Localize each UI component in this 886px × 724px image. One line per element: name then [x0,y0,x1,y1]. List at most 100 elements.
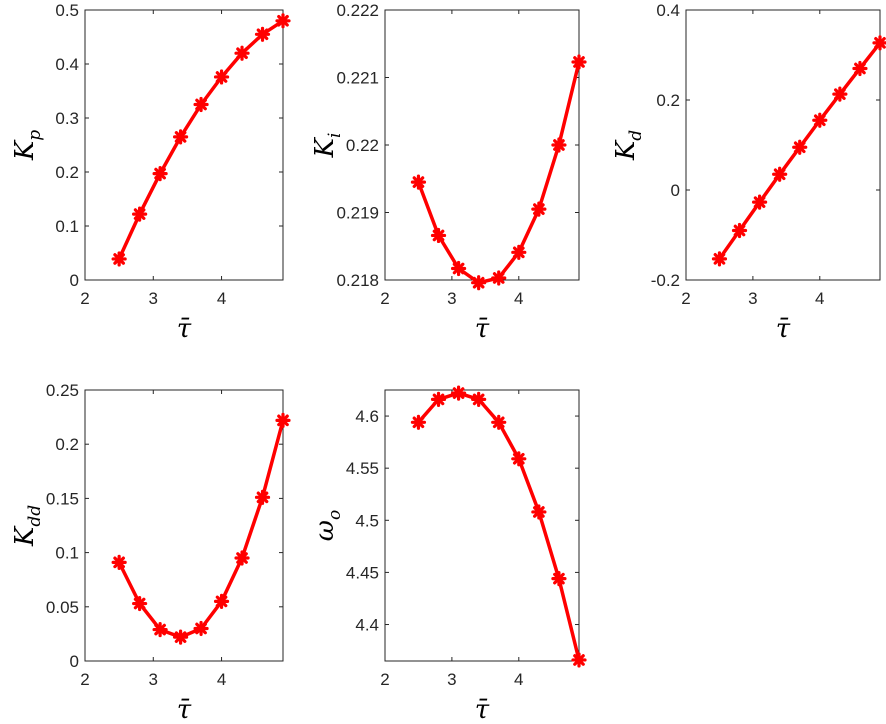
chart-5-x-tick-label: 3 [447,670,456,689]
chart-5-series-line [417,391,581,661]
chart-4-data-point [275,412,291,428]
chart-5-y-axis-label: ωo [310,510,345,541]
chart-1-x-tick-label: 4 [217,289,226,308]
chart-4-data-point [111,554,127,570]
chart-3-data-point [852,60,868,77]
chart-1-series-line [117,19,284,260]
chart-4-data-point [152,621,168,638]
chart-3-data-point [872,35,886,51]
chart-1-y-tick-label: 0.1 [55,217,79,236]
chart-2-data-point [531,201,547,217]
chart-5-y-tick-label: 4.5 [355,511,379,530]
chart-2-data-point [511,244,527,260]
chart-1-y-tick-label: 0 [70,271,79,290]
chart-1-x-axis-label: τ̄ [177,314,192,344]
chart-1-data-point [111,251,127,267]
chart-2: 2 3 4 0.218 0.219 0.22 0.221 0.222 τ̄ Ki [310,1,587,344]
chart-3-y-tick-label: -0.2 [651,271,680,290]
chart-5-data-point [491,414,507,430]
chart-1-x-tick-label: 3 [149,289,158,308]
chart-1-y-tick-label: 0.5 [55,1,79,20]
chart-5-y-tick-label: 4.4 [355,616,379,635]
chart-4-y-tick-label: 0.05 [46,598,79,617]
chart-3-data-point [832,86,848,102]
chart-5-x-tick-label: 2 [380,670,389,689]
chart-5-y-tick-label: 4.45 [346,563,379,582]
chart-4-y-tick-label: 0.2 [55,435,79,454]
chart-3-y-axis-label: Kd [611,130,646,161]
chart-4-y-tick-label: 0 [70,652,79,671]
chart-4-y-tick-label: 0.1 [55,544,79,563]
chart-1-data-point [213,69,230,85]
chart-4: 2 3 4 0 0.05 0.1 0.15 0.2 0.25 τ̄ Kdd [10,381,291,724]
chart-4-data-point [132,595,148,612]
chart-5-data-point [511,451,527,467]
chart-2-y-tick-label: 0.219 [336,204,379,223]
chart-5-data-point [450,385,467,401]
chart-2-x-axis-label: τ̄ [475,314,490,344]
chart-3-x-tick-label: 4 [815,289,824,308]
chart-2-data-point [471,275,487,291]
chart-2-y-tick-label: 0.218 [336,271,379,290]
chart-2-x-tick-label: 4 [514,289,523,308]
chart-4-y-tick-label: 0.15 [46,489,79,508]
chart-3-x-axis-label: τ̄ [776,314,791,344]
chart-3-data-point [711,251,728,267]
chart-4-data-point [254,489,271,505]
chart-2-y-axis-label: Ki [310,133,345,159]
chart-1-y-axis-label: Kp [10,130,45,161]
chart-3-y-tick-label: 0.2 [656,91,680,110]
chart-1-y-tick-label: 0.3 [55,109,79,128]
chart-5-x-axis-label: τ̄ [475,695,490,724]
chart-4-data-point [213,593,230,609]
chart-4-x-tick-label: 3 [149,670,158,689]
chart-5-axes-box [384,389,580,662]
chart-3-axes-box [685,9,881,281]
chart-3-data-point [812,112,828,128]
chart-5: 2 3 4 4.4 4.45 4.5 4.55 4.6 τ̄ ωo [310,385,587,724]
chart-5-data-point [430,391,447,407]
chart-4-y-tick-label: 0.25 [46,381,79,400]
chart-5-data-point [410,414,427,430]
chart-2-y-tick-label: 0.222 [336,1,379,20]
chart-3-data-point [751,194,768,210]
chart-3-data-point [772,166,788,182]
chart-5-data-point [531,504,547,520]
chart-4-y-axis-label: Kdd [10,505,45,547]
chart-4-x-tick-label: 2 [80,670,89,689]
chart-1-data-point [172,129,189,145]
chart-2-data-point [571,54,587,70]
chart-3-data-point [731,222,748,239]
chart-2-x-tick-label: 2 [380,289,389,308]
chart-1-data-point [275,13,291,29]
chart-4-x-axis-label: τ̄ [177,695,192,724]
chart-5-y-tick-label: 4.55 [346,459,379,478]
chart-3-y-tick-label: 0 [671,181,680,200]
chart-4-data-point [172,629,189,645]
chart-5-data-point [471,391,487,407]
chart-1: 2 3 4 0 0.1 0.2 0.3 0.4 0.5 τ̄ Kp [10,1,291,344]
chart-1-x-tick-label: 2 [80,289,89,308]
chart-1-data-point [132,206,148,222]
chart-3: 2 3 4 -0.2 0 0.2 0.4 τ̄ Kd [611,1,886,344]
chart-1-data-point [254,26,271,42]
chart-3-x-tick-label: 3 [748,289,757,308]
chart-4-x-tick-label: 4 [217,670,226,689]
chart-4-data-point [193,620,209,637]
chart-1-data-point [152,166,168,182]
chart-2-data-point [491,270,507,286]
chart-1-data-point [193,96,209,113]
chart-2-x-tick-label: 3 [447,289,456,308]
chart-2-series-line [416,61,581,285]
chart-2-axes-box [384,9,580,281]
chart-2-y-tick-label: 0.22 [346,136,379,155]
chart-2-data-point [450,260,467,277]
chart-1-data-point [234,45,250,61]
chart-1-y-tick-label: 0.2 [55,163,79,182]
chart-5-x-tick-label: 4 [514,670,523,689]
chart-1-y-tick-label: 0.4 [55,55,79,74]
chart-2-data-point [551,137,567,153]
chart-4-axes-box [84,389,284,662]
chart-2-data-point [410,174,427,190]
